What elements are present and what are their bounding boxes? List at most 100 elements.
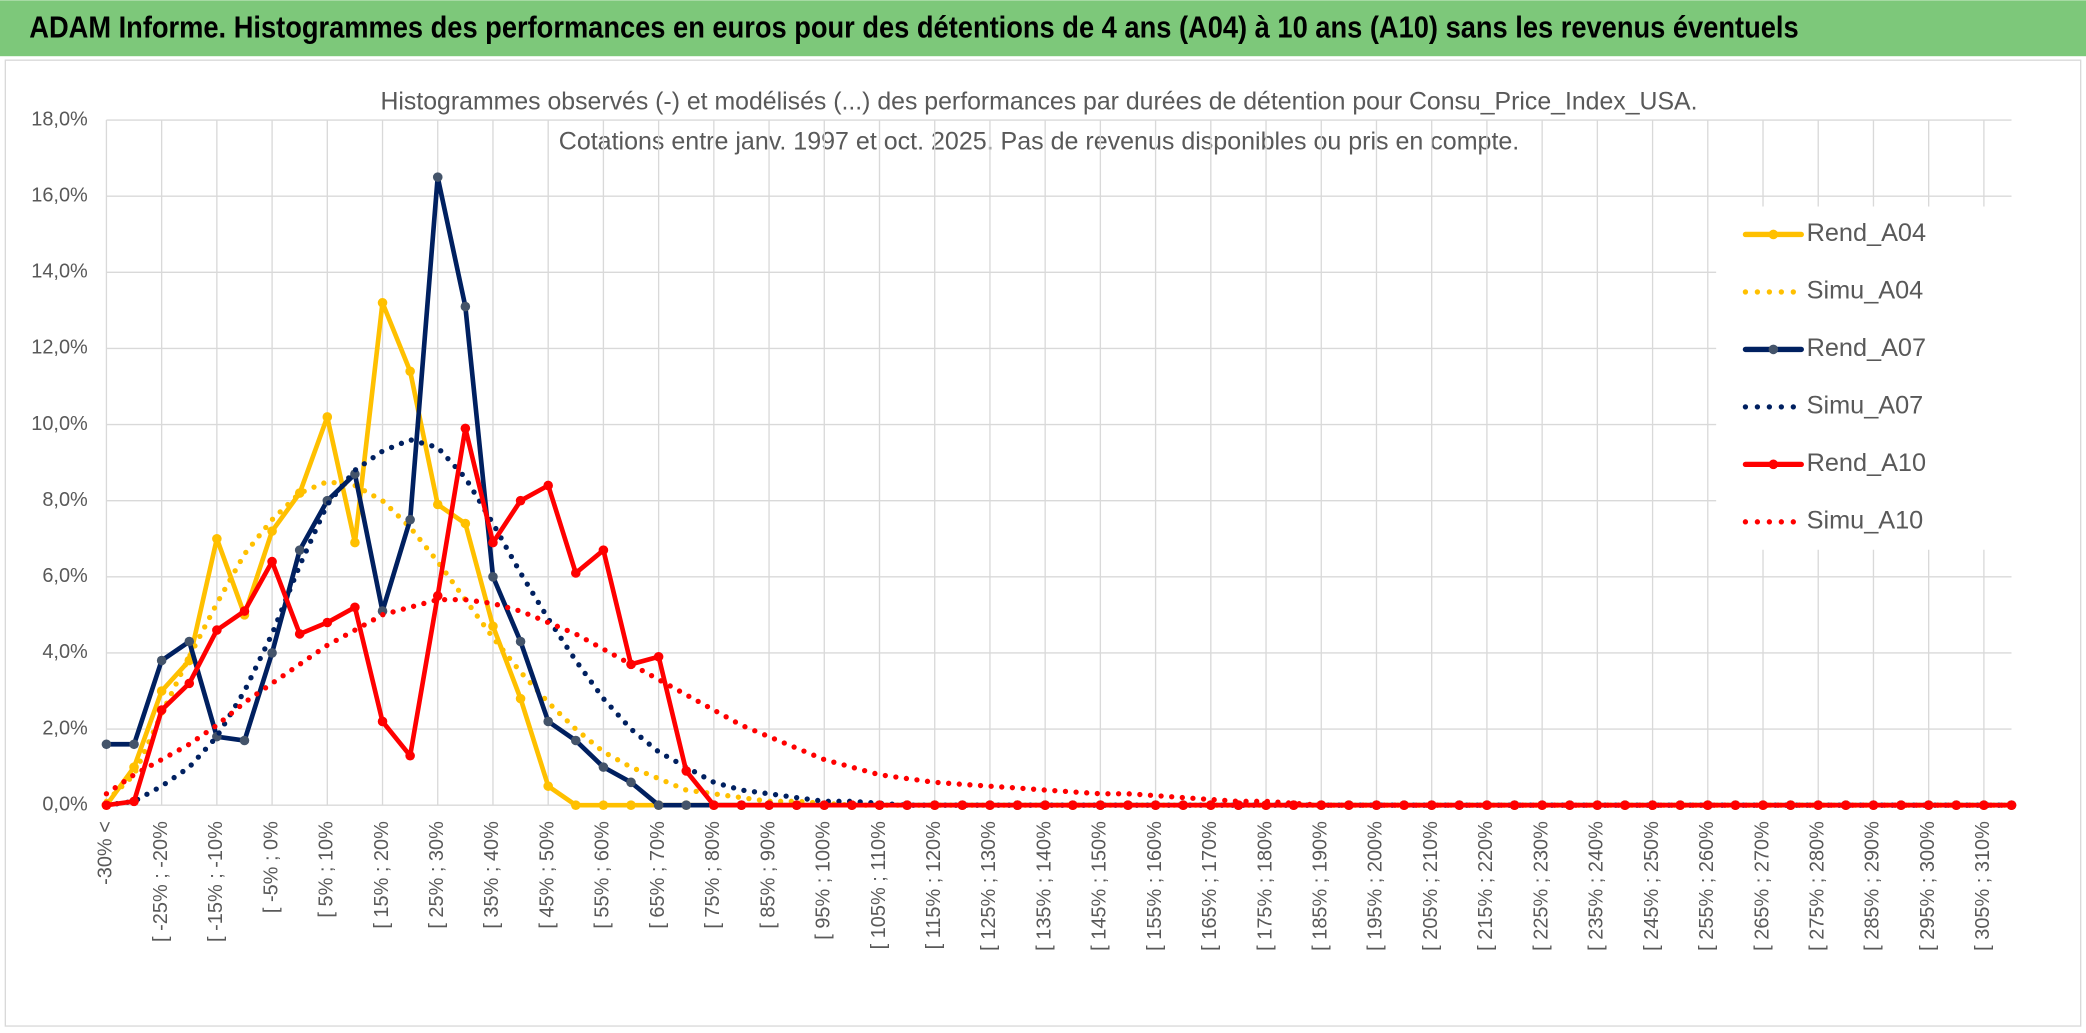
data-point [156, 686, 167, 696]
data-point [1758, 800, 1768, 810]
chart-subtitle: Cotations entre janv. 1997 et oct. 2025.… [559, 127, 1520, 155]
x-tick-label: [ 145% ; 150% [1089, 821, 1111, 951]
model-line [103, 596, 2015, 808]
data-point [957, 800, 968, 810]
data-point [1150, 800, 1161, 810]
data-point [1426, 800, 1437, 810]
data-point [350, 537, 360, 548]
data-point [791, 800, 802, 810]
data-point [515, 693, 526, 704]
legend-label: Simu_A10 [1807, 506, 1924, 534]
data-point [847, 800, 857, 810]
data-point [543, 781, 553, 791]
data-point [681, 766, 692, 776]
y-tick-label: 10,0% [31, 413, 88, 435]
data-point [543, 480, 553, 491]
x-tick-label: [ 115% ; 120% [923, 821, 945, 949]
x-tick-label: [ 85% ; 90% [757, 821, 779, 929]
data-point [101, 800, 112, 810]
data-point [598, 545, 609, 555]
chart-title: Histogrammes observés (-) et modélisés (… [380, 87, 1697, 115]
data-point [1067, 800, 1078, 810]
x-tick-label: [ 45% ; 50% [536, 821, 558, 929]
data-point [1896, 800, 1906, 810]
data-point [239, 606, 250, 616]
legend-label: Rend_A10 [1807, 449, 1926, 477]
x-tick-label: [ 185% ; 190% [1310, 821, 1332, 951]
x-tick-label: [ 195% ; 200% [1365, 821, 1387, 951]
y-tick-label: 18,0% [31, 108, 88, 130]
data-point [1482, 800, 1492, 810]
y-tick-label: 12,0% [31, 337, 88, 359]
x-tick-label: [ 165% ; 170% [1199, 821, 1221, 951]
x-tick-label: -30% < [95, 821, 117, 885]
data-point [874, 800, 885, 810]
legend-label: Rend_A04 [1807, 219, 1926, 247]
data-point [1979, 800, 1989, 810]
data-point [819, 800, 830, 810]
y-tick-label: 14,0% [31, 261, 88, 283]
x-tick-label: [ 75% ; 80% [702, 821, 724, 929]
data-point [294, 629, 305, 639]
data-point [598, 800, 609, 810]
data-point [377, 716, 388, 727]
data-point [239, 735, 250, 746]
data-point [1703, 800, 1713, 810]
x-tick-label: [ 225% ; 230% [1530, 821, 1552, 951]
data-point [1040, 800, 1050, 810]
legend-marker [1768, 459, 1779, 470]
legend-label: Simu_A04 [1807, 277, 1924, 305]
data-point [267, 648, 277, 658]
data-point [1123, 800, 1133, 810]
data-point [460, 423, 471, 434]
data-point [156, 705, 167, 715]
legend-marker [1768, 229, 1779, 240]
x-tick-label: [ 175% ; 180% [1254, 821, 1276, 951]
legend-marker [1768, 344, 1779, 355]
data-point [405, 514, 415, 525]
data-point [488, 572, 498, 582]
data-point [598, 762, 609, 772]
data-point [681, 800, 692, 810]
x-tick-label: [ -25% ; -20% [150, 821, 172, 942]
data-point [626, 800, 636, 810]
legend-label: Rend_A07 [1807, 334, 1926, 362]
data-point [1620, 800, 1630, 810]
legend-label: Simu_A07 [1807, 392, 1924, 420]
y-tick-label: 16,0% [31, 184, 88, 206]
x-tick-label: [ 105% ; 110% [868, 821, 890, 949]
x-tick-label: [ 135% ; 140% [1033, 821, 1055, 951]
data-point [736, 800, 747, 810]
data-point [929, 800, 940, 810]
y-tick-label: 2,0% [42, 717, 88, 739]
x-tick-label: [ 15% ; 20% [371, 821, 393, 929]
data-point [2006, 800, 2017, 810]
data-point [432, 499, 443, 510]
y-tick-label: 0,0% [42, 793, 88, 815]
x-tick-label: [ 265% ; 270% [1751, 821, 1773, 951]
x-tick-label: [ 35% ; 40% [481, 821, 503, 929]
x-tick-label: [ 155% ; 160% [1144, 821, 1166, 951]
data-point [653, 651, 664, 662]
data-point [626, 777, 636, 788]
data-point [432, 591, 443, 601]
data-point [460, 518, 471, 529]
data-point [101, 739, 112, 750]
data-point [350, 602, 360, 613]
data-point [294, 545, 305, 555]
data-point [322, 617, 333, 628]
x-tick-label: [ 205% ; 210% [1420, 821, 1442, 951]
x-tick-label: [ 255% ; 260% [1696, 821, 1718, 951]
data-point [460, 301, 471, 312]
data-point [1206, 800, 1216, 810]
data-point [405, 750, 415, 761]
data-point [322, 412, 333, 422]
y-tick-label: 8,0% [42, 489, 88, 511]
data-point [212, 625, 222, 635]
data-point [902, 800, 912, 810]
data-point [129, 739, 139, 750]
data-point [156, 655, 167, 666]
data-point [212, 533, 222, 544]
